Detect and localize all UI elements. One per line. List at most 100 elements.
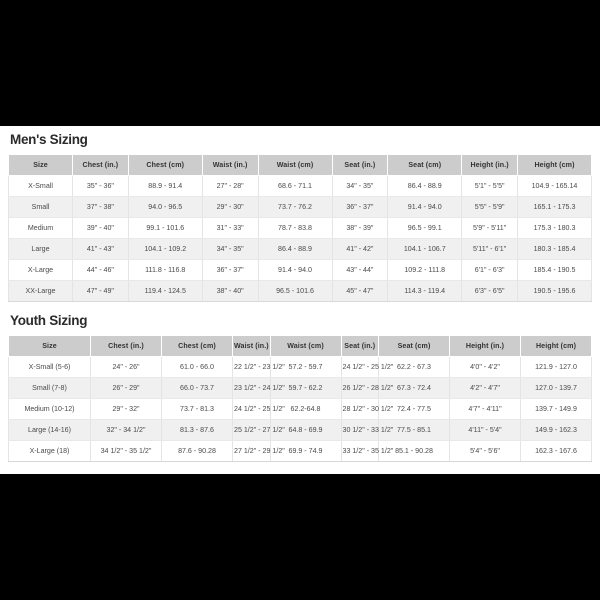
mens-column-header: Chest (in.): [72, 154, 129, 176]
youth-measurement-cell: 77.5 - 85.1: [378, 419, 450, 441]
mens-measurement-cell: 165.1 - 175.3: [517, 196, 592, 218]
youth-measurement-cell: 61.0 - 66.0: [161, 356, 233, 378]
mens-header-row: Size Chest (in.) Chest (cm) Waist (in.) Wais…: [8, 154, 592, 176]
mens-column-header: Size: [8, 154, 73, 176]
mens-measurement-cell: 36" - 37": [201, 259, 259, 281]
mens-measurement-cell: 41" - 42": [331, 238, 389, 260]
mens-measurement-cell: 39" - 40": [72, 217, 129, 239]
mens-measurement-cell: 6'3" - 6'5": [461, 280, 518, 302]
mens-table-row: Small 37" - 38" 94.0 - 96.5 29" - 30" 73.7 -…: [8, 196, 592, 218]
youth-measurement-cell: 26" - 29": [90, 377, 162, 399]
youth-sizing-title: Youth Sizing: [10, 313, 88, 328]
mens-measurement-cell: 96.5 - 101.6: [257, 280, 333, 302]
youth-measurement-cell: 85.1 - 90.28: [378, 440, 450, 462]
mens-measurement-cell: 109.2 - 111.8: [387, 259, 463, 281]
mens-measurement-cell: 37" - 38": [72, 196, 129, 218]
mens-measurement-cell: 41" - 43": [72, 238, 129, 260]
mens-measurement-cell: 73.7 - 76.2: [257, 196, 333, 218]
youth-measurement-cell: 24 1/2" - 25 1/2": [340, 356, 393, 378]
youth-measurement-cell: 24" - 26": [90, 356, 162, 378]
mens-measurement-cell: 180.3 - 185.4: [517, 238, 592, 260]
youth-column-header: Seat (in.): [340, 335, 379, 357]
youth-measurement-cell: 57.2 - 59.7: [269, 356, 342, 378]
youth-measurement-cell: 64.8 - 69.9: [269, 419, 342, 441]
youth-measurement-cell: 66.0 - 73.7: [161, 377, 233, 399]
mens-measurement-cell: 5'9" - 5'11": [461, 217, 518, 239]
mens-measurement-cell: 91.4 - 94.0: [387, 196, 463, 218]
mens-measurement-cell: 91.4 - 94.0: [257, 259, 333, 281]
youth-measurement-cell: 73.7 - 81.3: [161, 398, 233, 420]
youth-size-label: Large (14-16): [8, 419, 91, 441]
mens-column-header: Height (in.): [461, 154, 518, 176]
mens-measurement-cell: 36" - 37": [331, 196, 389, 218]
youth-measurement-cell: 121.9 - 127.0: [520, 356, 592, 378]
youth-measurement-cell: 59.7 - 62.2: [269, 377, 342, 399]
youth-measurement-cell: 67.3 - 72.4: [378, 377, 450, 399]
mens-measurement-cell: 99.1 - 101.6: [127, 217, 203, 239]
mens-sizing-table: Size Chest (in.) Chest (cm) Waist (in.) Wais…: [8, 154, 592, 302]
mens-table-head: Size Chest (in.) Chest (cm) Waist (in.) Wais…: [8, 154, 592, 176]
mens-measurement-cell: 111.8 - 116.8: [127, 259, 203, 281]
mens-table-row: Medium 39" - 40" 99.1 - 101.6 31" - 33" 78.7…: [8, 217, 592, 239]
youth-measurement-cell: 4'0" - 4'2": [449, 356, 521, 378]
mens-measurement-cell: 68.6 - 71.1: [257, 175, 333, 197]
youth-measurement-cell: 149.9 - 162.3: [520, 419, 592, 441]
youth-measurement-cell: 24 1/2" - 25 1/2": [232, 398, 285, 420]
mens-measurement-cell: 5'11" - 6'1": [461, 238, 518, 260]
mens-measurement-cell: 29" - 30": [201, 196, 259, 218]
youth-measurement-cell: 32" - 34 1/2": [90, 419, 162, 441]
mens-measurement-cell: 94.0 - 96.5: [127, 196, 203, 218]
youth-measurement-cell: 5'4" - 5'6": [449, 440, 521, 462]
youth-column-header: Height (cm): [520, 335, 592, 357]
mens-size-label: XX-Large: [8, 280, 73, 302]
mens-measurement-cell: 86.4 - 88.9: [387, 175, 463, 197]
mens-table-row: X-Large 44" - 46" 111.8 - 116.8 36" - 37" 91…: [8, 259, 592, 281]
mens-measurement-cell: 6'1" - 6'3": [461, 259, 518, 281]
mens-measurement-cell: 88.9 - 91.4: [127, 175, 203, 197]
youth-measurement-cell: 81.3 - 87.6: [161, 419, 233, 441]
youth-measurement-cell: 4'7" - 4'11": [449, 398, 521, 420]
mens-measurement-cell: 86.4 - 88.9: [257, 238, 333, 260]
mens-measurement-cell: 43" - 44": [331, 259, 389, 281]
mens-measurement-cell: 104.9 - 165.14: [517, 175, 592, 197]
youth-measurement-cell: 27 1/2" - 29 1/2": [232, 440, 285, 462]
youth-table-row: X-Small (5-6) 24" - 26" 61.0 - 66.0 22 1/2"…: [8, 356, 592, 378]
youth-measurement-cell: 34 1/2" - 35 1/2": [90, 440, 162, 462]
youth-measurement-cell: 139.7 - 149.9: [520, 398, 592, 420]
youth-column-header: Waist (cm): [269, 335, 342, 357]
mens-measurement-cell: 78.7 - 83.8: [257, 217, 333, 239]
youth-measurement-cell: 22 1/2" - 23 1/2": [232, 356, 285, 378]
mens-sizing-title: Men's Sizing: [10, 132, 88, 147]
mens-size-label: X-Small: [8, 175, 73, 197]
youth-measurement-cell: 87.6 - 90.28: [161, 440, 233, 462]
youth-table-body: X-Small (5-6) 24" - 26" 61.0 - 66.0 22 1/2"…: [8, 356, 592, 462]
mens-table-row: XX-Large 47" - 49" 119.4 - 124.5 38" - 40" 9…: [8, 280, 592, 302]
mens-measurement-cell: 175.3 - 180.3: [517, 217, 592, 239]
sizing-content-panel: Men's Sizing Size Chest (in.) Chest (cm) Wa…: [0, 126, 600, 474]
mens-measurement-cell: 5'5" - 5'9": [461, 196, 518, 218]
mens-measurement-cell: 44" - 46": [72, 259, 129, 281]
youth-measurement-cell: 4'2" - 4'7": [449, 377, 521, 399]
mens-measurement-cell: 38" - 39": [331, 217, 389, 239]
youth-table-row: X-Large (18) 34 1/2" - 35 1/2" 87.6 - 90.2…: [8, 440, 592, 462]
mens-column-header: Waist (in.): [201, 154, 259, 176]
mens-measurement-cell: 27" - 28": [201, 175, 259, 197]
mens-measurement-cell: 47" - 49": [72, 280, 129, 302]
mens-measurement-cell: 104.1 - 109.2: [127, 238, 203, 260]
mens-size-label: Medium: [8, 217, 73, 239]
mens-measurement-cell: 38" - 40": [201, 280, 259, 302]
youth-measurement-cell: 33 1/2" - 35 1/2": [340, 440, 393, 462]
youth-measurement-cell: 162.3 - 167.6: [520, 440, 592, 462]
mens-column-header: Seat (in.): [331, 154, 389, 176]
mens-size-label: Small: [8, 196, 73, 218]
youth-table-head: Size Chest (in.) Chest (cm) Waist (in.) Wais…: [8, 335, 592, 357]
youth-table-row: Medium (10-12) 29" - 32" 73.7 - 81.3 24 1/2…: [8, 398, 592, 420]
youth-size-label: Medium (10-12): [8, 398, 91, 420]
youth-header-row: Size Chest (in.) Chest (cm) Waist (in.) Wais…: [8, 335, 592, 357]
youth-table-row: Small (7-8) 26" - 29" 66.0 - 73.7 23 1/2" -…: [8, 377, 592, 399]
youth-column-header: Size: [8, 335, 91, 357]
youth-size-label: X-Small (5-6): [8, 356, 91, 378]
youth-measurement-cell: 28 1/2" - 30 1/2": [340, 398, 393, 420]
youth-size-label: Small (7-8): [8, 377, 91, 399]
mens-table-body: X-Small 35" - 36" 88.9 - 91.4 27" - 28" 68.6…: [8, 175, 592, 302]
